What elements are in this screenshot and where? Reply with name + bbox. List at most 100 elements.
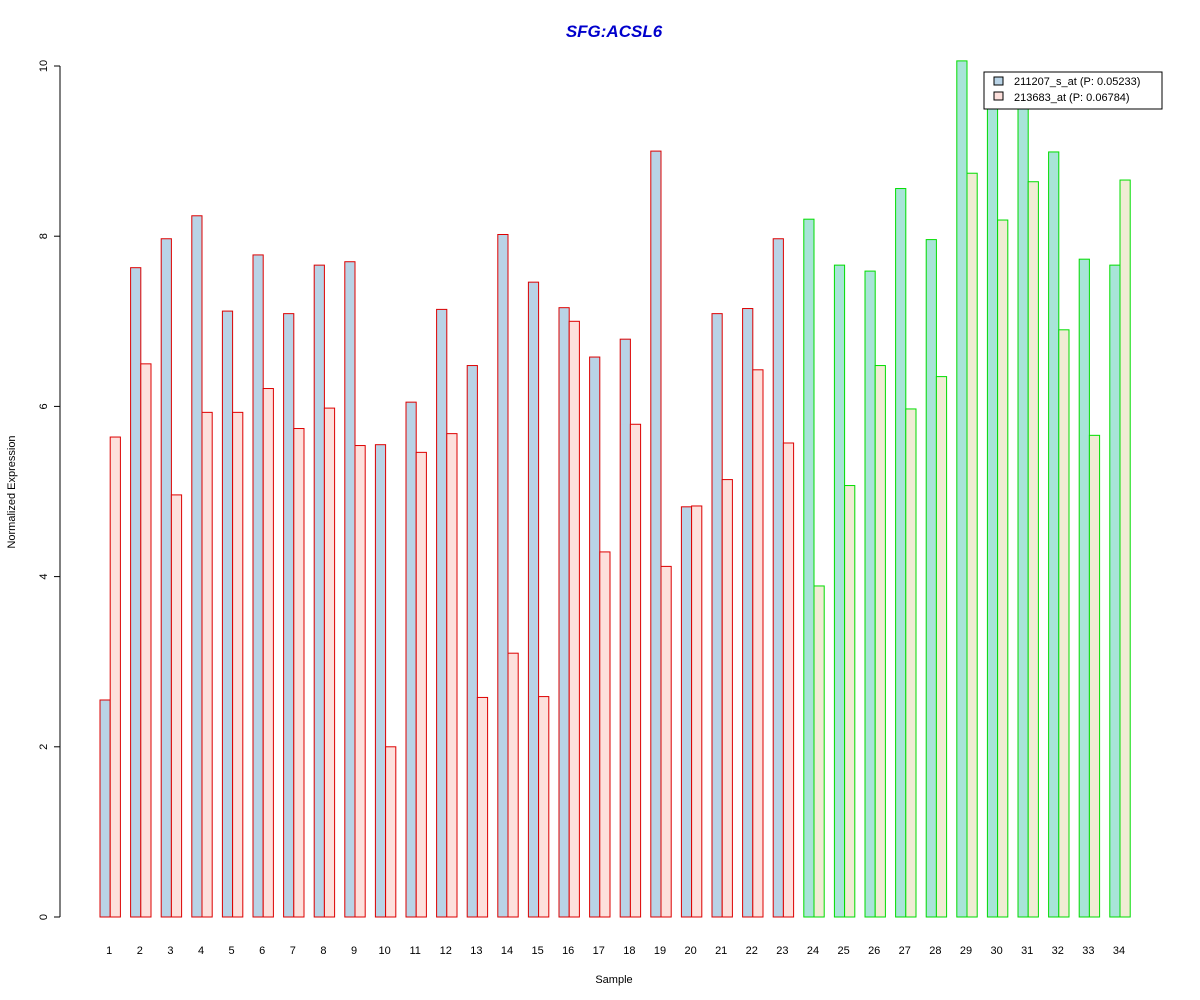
bar-series-1 [313,264,325,918]
bar-series-2 [874,365,886,918]
x-tick-label: 30 [990,945,1002,957]
x-tick-label: 1 [106,945,112,957]
y-tick-label: 0 [38,914,50,920]
bar-series-2 [446,433,458,918]
x-tick-label: 32 [1052,945,1064,957]
bar-series-1 [374,444,387,918]
x-tick-label: 19 [654,945,666,957]
x-tick-label: 29 [960,945,972,957]
x-tick-label: 23 [776,945,788,957]
bar-series-2 [721,479,733,918]
bar-series-1 [986,82,999,918]
y-tick-label: 2 [38,744,50,750]
bar-series-1 [772,238,784,918]
bar-series-2 [354,445,366,918]
x-tick-label: 3 [167,945,173,957]
x-tick-label: 16 [562,945,574,957]
legend-label-series-1: 211207_s_at (P: 0.05233) [1014,76,1140,88]
bar-series-1 [864,270,876,918]
bar-series-2 [813,585,825,918]
bar-series-2 [293,428,305,918]
bar-series-1 [436,308,448,918]
bar-series-1 [650,150,662,918]
bar-series-1 [558,307,570,918]
x-tick-label: 27 [899,945,911,957]
y-axis-label: Normalized Expression [6,435,18,548]
x-tick-label: 21 [715,945,727,957]
bar-series-2 [140,363,152,918]
bar-series-2 [232,411,244,918]
x-tick-label: 15 [531,945,543,957]
bar-series-2 [385,746,397,918]
x-tick-label: 26 [868,945,880,957]
x-tick-label: 18 [623,945,635,957]
x-tick-label: 34 [1113,945,1125,957]
x-tick-label: 14 [501,945,513,957]
bar-series-1 [344,261,356,918]
bar-series-2 [170,494,183,918]
x-tick-label: 22 [746,945,758,957]
chart-title: SFG:ACSL6 [566,22,663,41]
bar-series-1 [252,254,264,918]
bar-series-2 [905,408,917,918]
x-tick-label: 28 [929,945,941,957]
bar-series-2 [507,652,519,918]
x-tick-label: 2 [137,945,143,957]
x-axis-label: Sample [595,974,632,986]
bar-series-2 [660,565,672,918]
x-tick-label: 5 [229,945,235,957]
bar-series-1 [803,218,815,918]
bar-series-2 [844,485,856,918]
bar-series-1 [895,188,907,918]
bar-series-2 [935,376,948,918]
bar-series-2 [476,696,489,918]
x-tick-label: 12 [440,945,452,957]
y-tick-label: 8 [38,233,50,239]
x-tick-label: 7 [290,945,296,957]
x-tick-label: 31 [1021,945,1033,957]
bar-series-1 [130,267,142,918]
bar-series-1 [711,313,723,918]
bar-series-2 [1027,181,1039,918]
bar-series-1 [925,239,937,918]
bar-series-2 [1088,434,1101,918]
bar-series-1 [221,310,234,918]
bar-series-2 [966,172,978,918]
legend-label-series-2: 213683_at (P: 0.06784) [1014,92,1130,104]
y-tick-label: 10 [38,60,50,72]
bars-group [99,60,1131,918]
bar-series-2 [415,451,427,918]
x-tick-label: 9 [351,945,357,957]
y-tick-label: 4 [38,574,50,580]
bar-series-1 [99,699,111,918]
bar-series-1 [1078,258,1090,918]
bar-series-1 [283,313,295,918]
bar-series-2 [323,407,336,918]
legend-swatch-series-1 [993,76,1004,86]
x-tick-label: 25 [837,945,849,957]
x-tick-label: 13 [470,945,482,957]
bar-series-1 [527,281,540,918]
bar-series-2 [538,696,550,918]
x-tick-label: 4 [198,945,204,957]
bar-series-1 [497,233,509,918]
x-tick-label: 11 [409,945,420,957]
bar-series-1 [1109,264,1121,918]
bar-series-2 [691,505,703,918]
x-axis-tick-labels: 1 2 3 4 5 6 7 8 9 10 11 12 13 14 15 16 17 18 19 20 21 22 23 24 2… [106,945,1125,957]
legend-box [983,71,1163,110]
x-tick-label: 6 [259,945,265,957]
bar-series-1 [160,238,172,918]
bar-series-2 [629,423,642,918]
x-tick-label: 10 [378,945,390,957]
bar-series-2 [782,442,795,918]
y-axis: 0 2 4 6 8 10 [38,60,61,920]
x-tick-label: 8 [320,945,326,957]
x-tick-label: 17 [593,945,605,957]
bar-series-1 [680,506,693,918]
bar-series-1 [833,264,846,918]
x-tick-label: 33 [1082,945,1094,957]
bar-series-1 [466,365,478,918]
y-tick-label: 6 [38,403,50,409]
